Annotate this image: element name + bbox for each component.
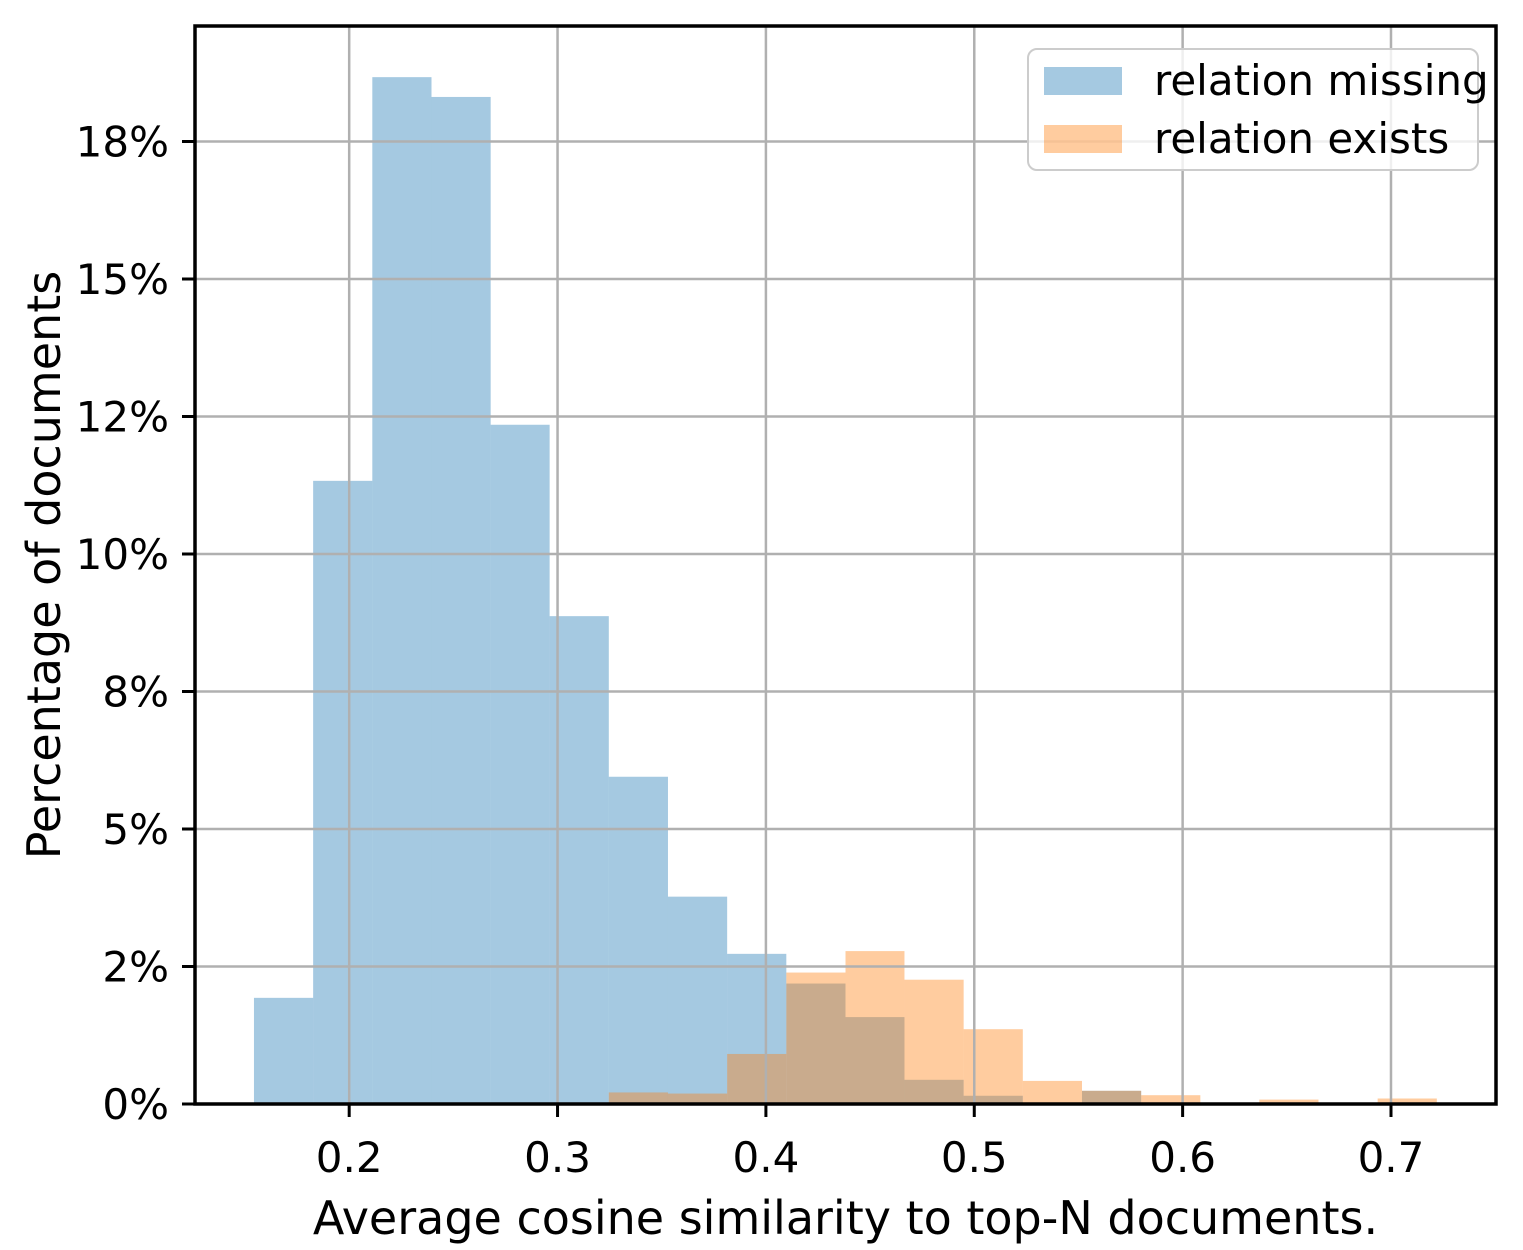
histogram-bar [372, 77, 432, 1104]
gridlines [195, 26, 1496, 1106]
histogram-bar [431, 96, 491, 1104]
histogram-bar [1259, 1099, 1319, 1104]
histogram-bar [608, 776, 668, 1104]
y-tick-label: 0% [102, 1080, 169, 1129]
histogram-bar [667, 896, 728, 1104]
histogram-bar [845, 951, 905, 1104]
histogram-bar [1081, 1090, 1142, 1104]
histogram-bar [253, 997, 314, 1104]
x-tick-label: 0.2 [316, 1133, 383, 1182]
histogram-bar [1081, 1090, 1142, 1104]
histogram-bar [904, 1079, 964, 1104]
x-tick-label: 0.3 [524, 1133, 591, 1182]
y-tick-label: 10% [76, 530, 169, 579]
legend-item-relation-exists: relation exists [1029, 114, 1477, 164]
histogram-bar [490, 424, 550, 1104]
legend-swatch-relation-missing-icon [1044, 66, 1122, 95]
y-tick-label: 12% [76, 393, 169, 442]
histogram-bar [963, 1029, 1023, 1104]
legend-swatch-relation-exists-icon [1044, 124, 1122, 153]
histogram-bar [313, 480, 373, 1105]
histogram-bar [845, 1017, 905, 1104]
legend-label-relation-exists: relation exists [1154, 114, 1450, 163]
histogram-bar [904, 979, 964, 1104]
histogram-bar [1141, 1095, 1201, 1104]
x-tick-label: 0.6 [1149, 1133, 1216, 1182]
x-tick-label: 0.4 [733, 1133, 800, 1182]
y-tick-label: 8% [102, 668, 169, 717]
histogram-bar [549, 616, 609, 1104]
histogram-bar [608, 1092, 668, 1104]
legend-label-relation-missing: relation missing [1154, 56, 1489, 105]
y-tick-label: 5% [102, 805, 169, 854]
tick-labels: 0.2 0.3 0.4 0.5 0.6 0.7 0% 2% 5% 8% 10% 12% 15% 18% [76, 118, 1425, 1183]
plot-border [193, 24, 1498, 1106]
tick-marks [182, 140, 1393, 1117]
histogram-bar [786, 972, 846, 1104]
histogram-bar [963, 1095, 1023, 1104]
x-tick-label: 0.5 [941, 1133, 1008, 1182]
histogram-bar [1022, 1080, 1082, 1104]
histogram-bar [1377, 1098, 1437, 1104]
histogram-bar [727, 1053, 787, 1104]
legend-item-relation-missing: relation missing [1029, 56, 1489, 106]
histogram-bar [786, 983, 846, 1104]
x-axis-label: Average cosine similarity to top-N docum… [312, 1191, 1379, 1245]
y-tick-label: 18% [76, 118, 169, 167]
histogram-bar [727, 953, 787, 1104]
bars-relation-missing [253, 77, 1142, 1105]
legend: relation missing relation exists [1027, 48, 1489, 171]
x-tick-label: 0.7 [1358, 1133, 1425, 1182]
y-tick-label: 15% [76, 255, 169, 304]
y-axis-label: Percentage of documents [17, 270, 71, 860]
histogram-bar [667, 1093, 728, 1104]
y-tick-label: 2% [102, 943, 169, 992]
